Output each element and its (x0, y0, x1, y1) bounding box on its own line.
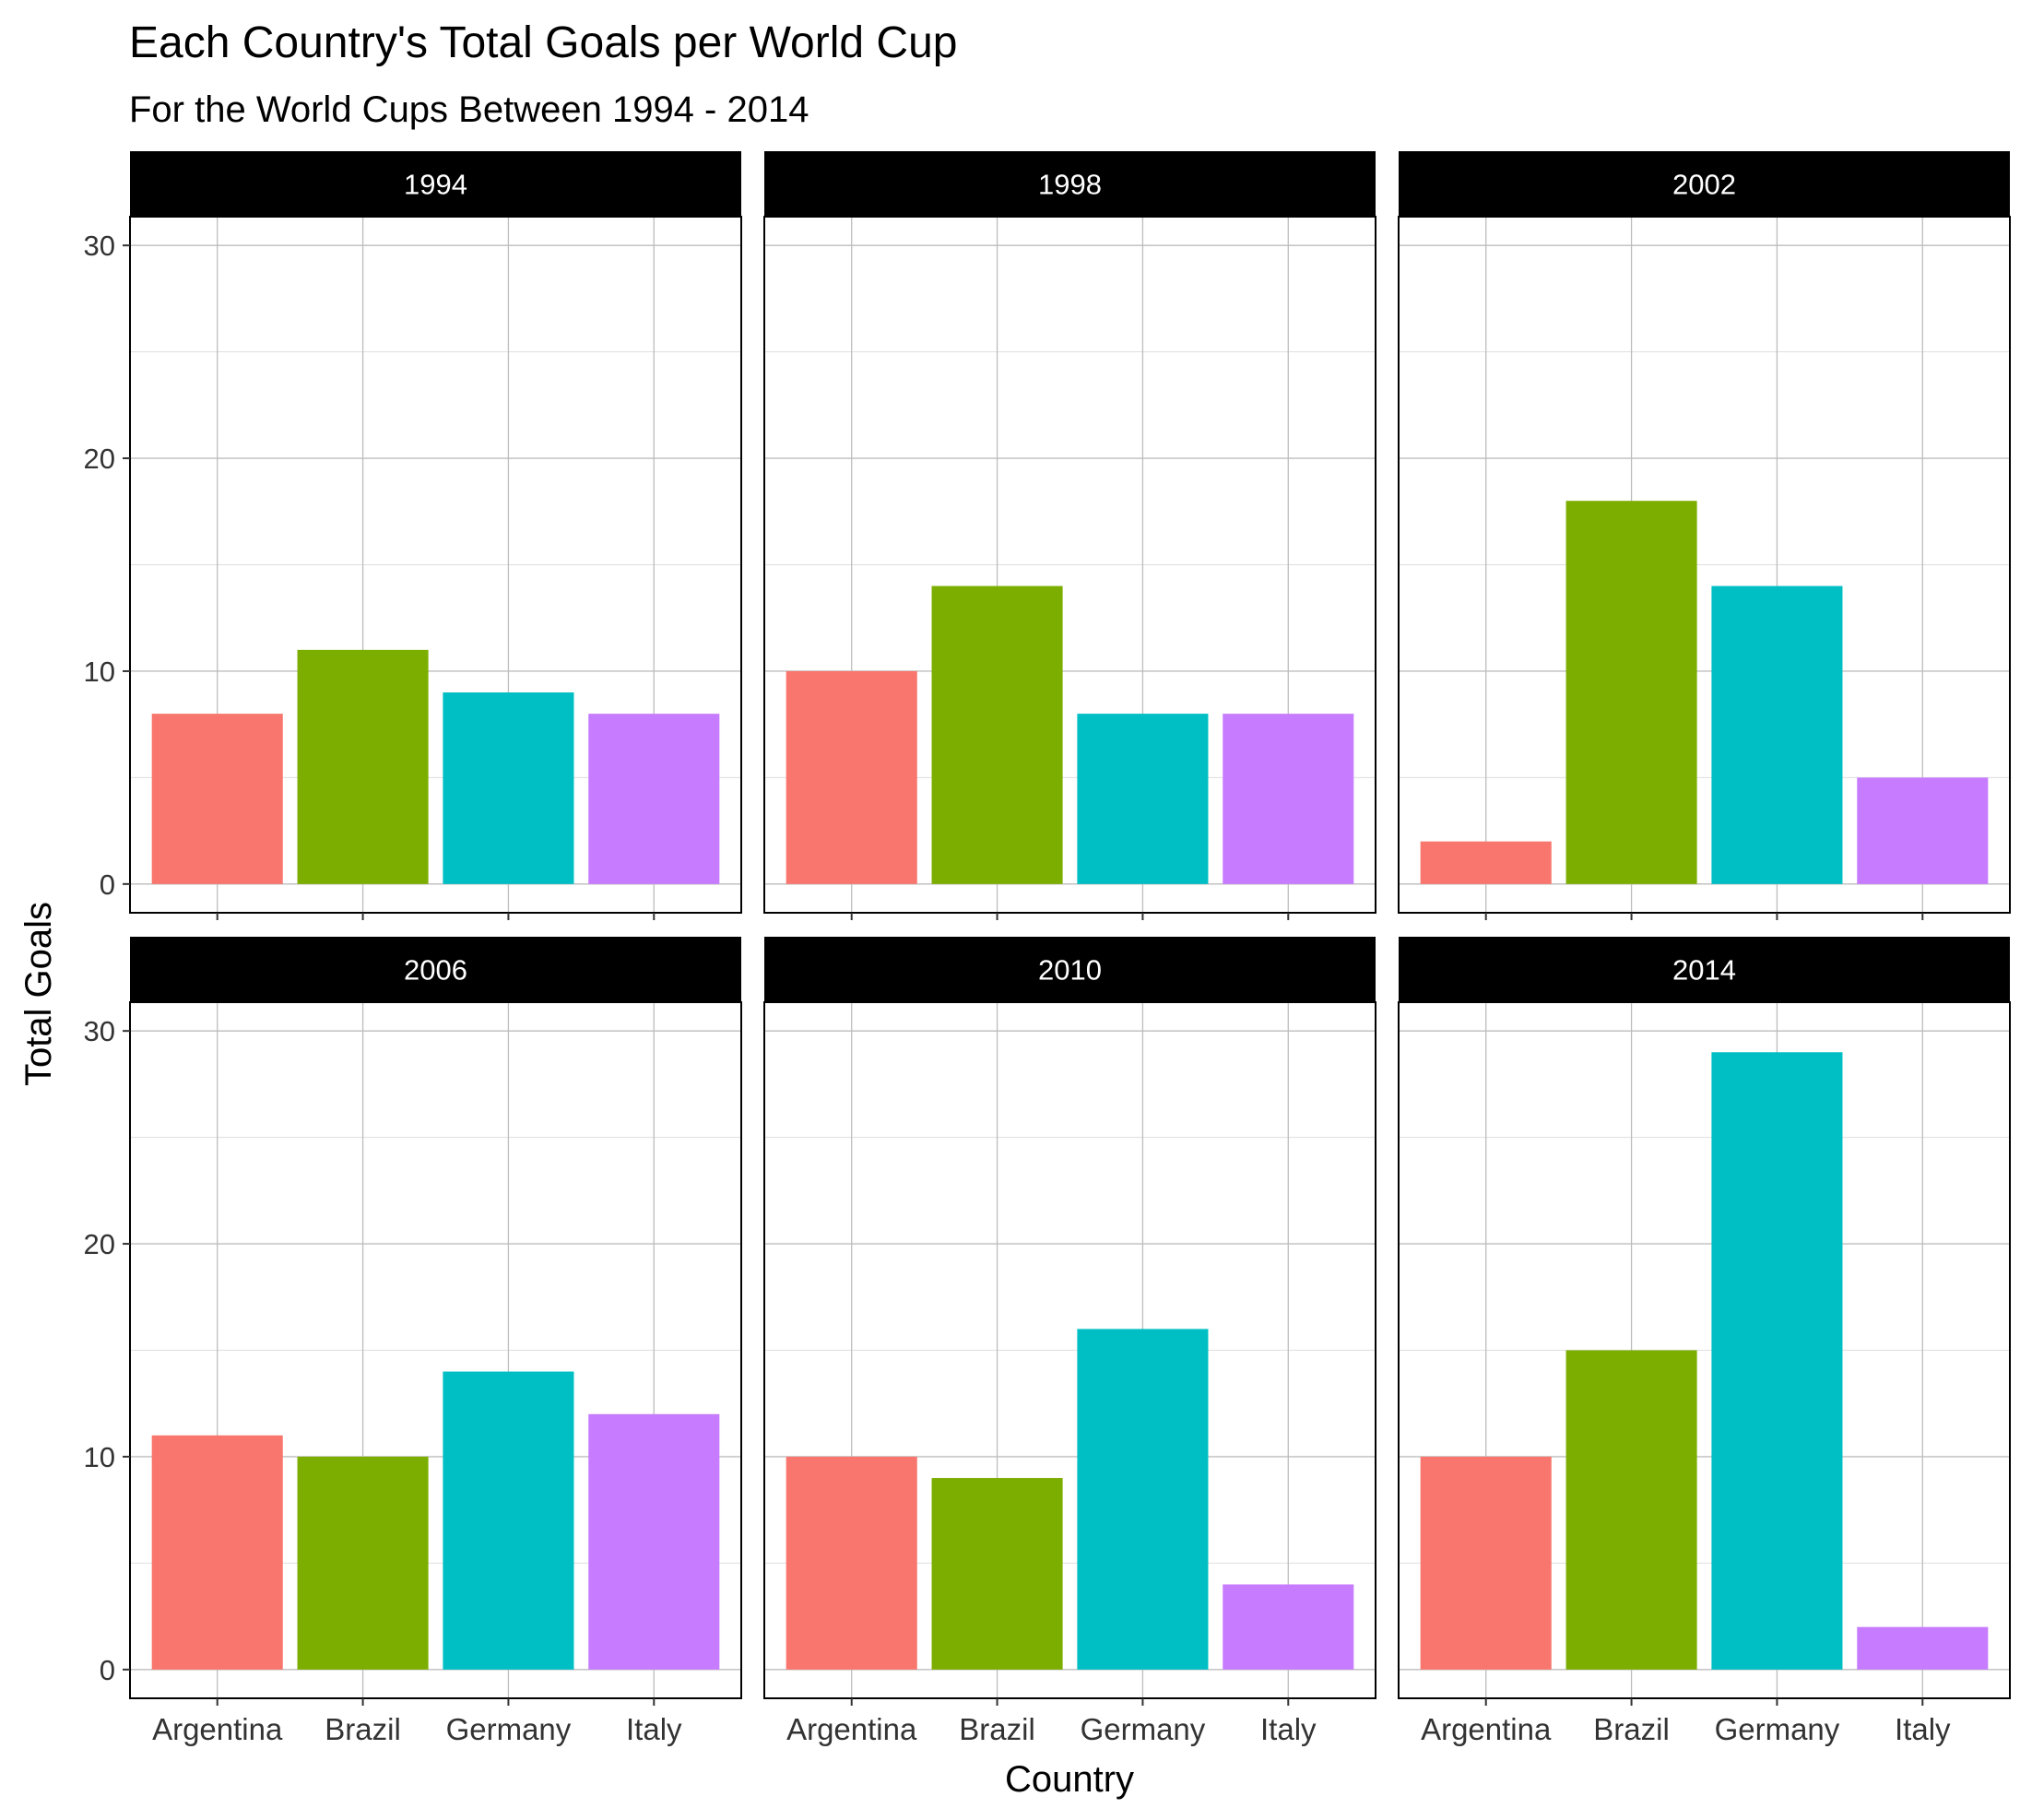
bar (443, 1371, 574, 1670)
facet-grid: 1994 0 10 20 30 1998 2002 2006 0 10 20 30 Argentina B… (84, 151, 2011, 1746)
x-tick-label: Germany (1081, 1712, 1206, 1746)
x-tick-label: Germany (1715, 1712, 1840, 1746)
bar (1223, 1584, 1354, 1670)
bar (151, 714, 283, 884)
y-tick-label: 20 (84, 1228, 115, 1260)
bar (1420, 841, 1552, 884)
bar (1857, 777, 1989, 884)
facet-strip-label: 2006 (404, 954, 467, 987)
bar (1077, 714, 1209, 884)
y-tick-label: 10 (84, 1441, 115, 1473)
panel-border (1398, 1001, 2011, 1699)
x-tick-label: Brazil (1593, 1712, 1670, 1746)
bar (786, 670, 917, 884)
x-tick-label: Brazil (959, 1712, 1035, 1746)
bar (1565, 501, 1697, 884)
bar (931, 1478, 1063, 1670)
x-tick-label: Argentina (786, 1712, 917, 1746)
bar (1711, 585, 1843, 884)
bar (151, 1435, 283, 1670)
bar (443, 692, 574, 884)
panel-border (1398, 216, 2011, 914)
x-axis-label: Country (1005, 1759, 1134, 1800)
facet-panel: 2014 Argentina Brazil Germany Italy (1398, 937, 2011, 1746)
y-axis-label: Total Goals (18, 902, 59, 1086)
y-tick-label: 0 (100, 869, 115, 901)
facet-strip-label: 1994 (404, 169, 467, 201)
panel-border (129, 1001, 742, 1699)
chart-title: Each Country's Total Goals per World Cup (129, 18, 957, 67)
y-tick-label: 20 (84, 443, 115, 475)
x-tick-label: Argentina (1421, 1712, 1552, 1746)
facet-strip-label: 2014 (1672, 954, 1736, 987)
bar (1565, 1350, 1697, 1670)
bar (588, 714, 720, 884)
facet-strip-label: 2002 (1672, 169, 1736, 201)
facet-panel: 1994 0 10 20 30 (84, 151, 742, 920)
facet-panel: 2010 Argentina Brazil Germany Italy (763, 937, 1376, 1746)
facet-strip (130, 937, 741, 1002)
bar (297, 1456, 429, 1670)
y-tick-label: 0 (100, 1654, 115, 1686)
y-tick-label: 30 (84, 1015, 115, 1047)
facet-strip (1399, 151, 2010, 217)
facet-strip (130, 151, 741, 217)
x-tick-label: Argentina (152, 1712, 283, 1746)
facet-panel: 2002 (1398, 151, 2011, 920)
panel-border (763, 216, 1376, 914)
bar (1711, 1052, 1843, 1670)
facet-strip (764, 937, 1376, 1002)
facet-strip-label: 2010 (1038, 954, 1102, 987)
bar (1077, 1329, 1209, 1670)
bar (1857, 1626, 1989, 1670)
facet-panel: 1998 (763, 151, 1376, 920)
panel-border (763, 1001, 1376, 1699)
facet-panel: 2006 0 10 20 30 Argentina Brazil Germany Italy (84, 937, 742, 1746)
facet-strip-label: 1998 (1038, 169, 1102, 201)
bar (931, 585, 1063, 884)
x-tick-label: Italy (1895, 1712, 1951, 1746)
panel-border (129, 216, 742, 914)
facet-strip (1399, 937, 2010, 1002)
x-tick-label: Italy (1260, 1712, 1317, 1746)
bar (786, 1456, 917, 1670)
bar (1223, 714, 1354, 884)
y-tick-label: 30 (84, 230, 115, 262)
bar (297, 649, 429, 884)
x-tick-label: Germany (446, 1712, 572, 1746)
bar (588, 1413, 720, 1670)
x-tick-label: Italy (626, 1712, 682, 1746)
facet-strip (764, 151, 1376, 217)
bar (1420, 1456, 1552, 1670)
x-tick-label: Brazil (325, 1712, 401, 1746)
chart-subtitle: For the World Cups Between 1994 - 2014 (129, 89, 809, 130)
y-tick-label: 10 (84, 656, 115, 688)
